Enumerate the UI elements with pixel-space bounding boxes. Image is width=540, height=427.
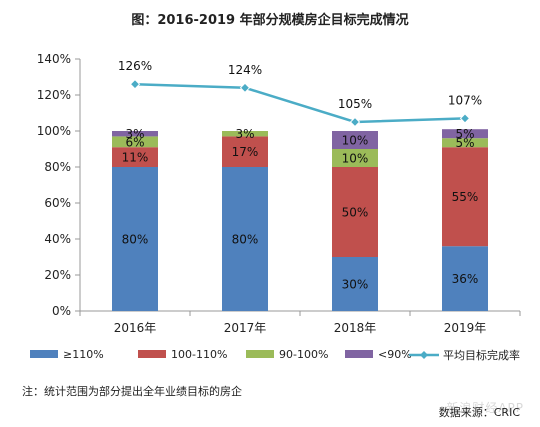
line-point-marker: [239, 82, 251, 94]
legend-label: 平均目标完成率: [443, 348, 520, 362]
bar-data-label: 5%: [455, 127, 474, 141]
line-point-marker: [129, 78, 141, 90]
line-data-label: 124%: [228, 63, 262, 77]
bar-segment-2-2016年: [112, 147, 158, 167]
bar-segment-1-2016年: [112, 167, 158, 311]
x-category-label: 2016年: [114, 321, 157, 335]
x-category-label: 2018年: [334, 321, 377, 335]
bar-data-label: 80%: [122, 233, 149, 247]
legend-label: ≥110%: [63, 348, 104, 361]
bar-segment-1-2018年: [332, 257, 378, 311]
bar-data-label: 17%: [232, 145, 259, 159]
y-tick-label: 60%: [44, 196, 71, 210]
bar-segment-1-2017年: [222, 167, 268, 311]
x-category-label: 2017年: [224, 321, 267, 335]
y-tick-label: 120%: [37, 88, 71, 102]
footnote: 注：统计范围为部分提出全年业绩目标的房企: [22, 385, 242, 398]
line-point-marker: [459, 113, 471, 124]
legend-label: 100-110%: [171, 348, 227, 361]
bar-segment-4-2019年: [442, 129, 488, 139]
bar-data-label: 50%: [342, 206, 369, 220]
bar-segment-3-2017年: [222, 131, 268, 137]
legend-label: <90%: [378, 348, 412, 361]
line-data-label: 107%: [448, 93, 482, 107]
watermark: 新浪财经APP: [446, 401, 524, 415]
y-tick-label: 0%: [52, 304, 71, 318]
bar-segment-1-2019年: [442, 246, 488, 311]
legend-line-marker: [420, 351, 428, 359]
bar-data-label: 80%: [232, 233, 259, 247]
bar-data-label: 10%: [342, 134, 369, 148]
bar-segment-2-2019年: [442, 147, 488, 247]
bar-segment-2-2017年: [222, 136, 268, 167]
y-tick-label: 20%: [44, 268, 71, 282]
bar-data-label: 6%: [125, 135, 144, 149]
bar-segment-2-2018年: [332, 167, 378, 257]
legend-label: 90-100%: [279, 348, 328, 361]
y-tick-label: 140%: [37, 52, 71, 66]
line-data-label: 126%: [118, 59, 152, 73]
bar-data-label: 36%: [452, 272, 479, 286]
y-tick-label: 100%: [37, 124, 71, 138]
bar-data-label: 55%: [452, 190, 479, 204]
x-category-label: 2019年: [444, 321, 487, 335]
data-source: 数据来源：CRIC: [438, 406, 520, 419]
bar-segment-3-2019年: [442, 138, 488, 148]
line-data-label: 105%: [338, 97, 372, 111]
bar-data-label: 3%: [235, 127, 254, 141]
bar-data-label: 30%: [342, 278, 369, 292]
bar-segment-4-2018年: [332, 131, 378, 149]
bar-segment-4-2016年: [112, 131, 158, 137]
bar-data-label: 11%: [122, 151, 149, 165]
chart-title: 图：2016-2019 年部分规模房企目标完成情况: [131, 13, 409, 28]
y-tick-label: 40%: [44, 232, 71, 246]
bar-data-label: 10%: [342, 152, 369, 166]
avg-completion-line: [134, 82, 466, 124]
bar-data-label: 5%: [455, 136, 474, 150]
bar-segment-3-2016年: [112, 136, 158, 148]
legend-swatch: [345, 350, 373, 358]
legend-swatch: [246, 350, 274, 358]
legend-swatch: [30, 350, 58, 358]
legend-swatch: [138, 350, 166, 358]
bar-data-label: 3%: [125, 127, 144, 141]
line-point-marker: [349, 116, 361, 128]
bar-segment-3-2018年: [332, 149, 378, 167]
y-tick-label: 80%: [44, 160, 71, 174]
